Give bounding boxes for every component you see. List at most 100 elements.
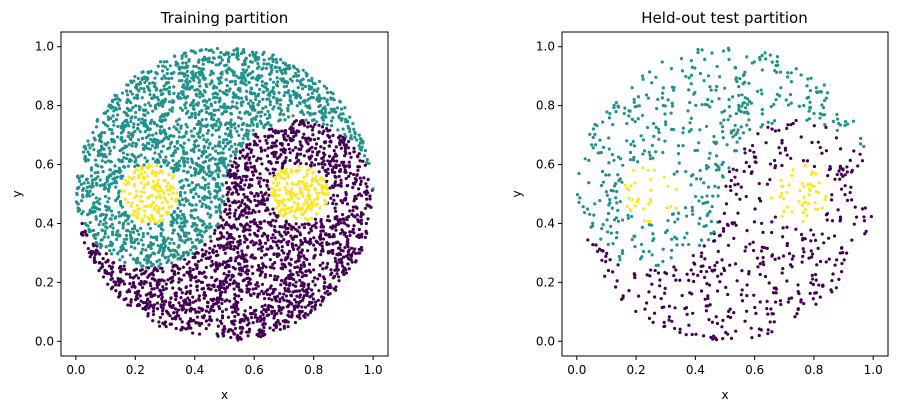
- scatter-point: [180, 291, 184, 295]
- scatter-point: [265, 183, 269, 187]
- scatter-point: [108, 243, 112, 247]
- scatter-point: [739, 125, 743, 129]
- scatter-point: [94, 177, 98, 181]
- scatter-point: [240, 330, 244, 334]
- scatter-point: [136, 241, 141, 245]
- scatter-point: [606, 268, 611, 273]
- scatter-point: [271, 239, 275, 243]
- scatter-point: [147, 217, 152, 221]
- scatter-point: [233, 79, 237, 83]
- scatter-point: [317, 104, 321, 109]
- scatter-point: [178, 267, 182, 271]
- scatter-point: [266, 304, 271, 309]
- scatter-point: [780, 141, 784, 145]
- scatter-point: [243, 70, 247, 75]
- scatter-point: [138, 294, 142, 298]
- scatter-point: [314, 157, 318, 162]
- scatter-point: [265, 179, 269, 183]
- scatter-point: [247, 185, 251, 189]
- scatter-point: [305, 72, 309, 76]
- scatter-point: [142, 190, 146, 194]
- scatter-point: [277, 309, 281, 313]
- scatter-point: [143, 130, 147, 134]
- scatter-point: [807, 193, 811, 197]
- scatter-point: [270, 63, 274, 68]
- scatter-point: [241, 174, 245, 178]
- scatter-point: [337, 258, 341, 262]
- scatter-point: [90, 178, 94, 182]
- scatter-point: [234, 105, 238, 109]
- scatter-point: [209, 239, 213, 243]
- scatter-point: [705, 194, 709, 198]
- scatter-point: [347, 214, 351, 219]
- scatter-point: [697, 141, 701, 145]
- scatter-point: [202, 145, 206, 150]
- scatter-point: [276, 203, 280, 207]
- scatter-point: [221, 156, 225, 160]
- scatter-point: [245, 68, 249, 72]
- scatter-point: [192, 188, 196, 192]
- scatter-point: [631, 139, 635, 144]
- scatter-point: [194, 280, 198, 284]
- scatter-point: [92, 260, 97, 264]
- scatter-point: [226, 315, 231, 319]
- scatter-point: [239, 223, 243, 227]
- scatter-point: [648, 153, 652, 157]
- scatter-point: [320, 183, 324, 188]
- scatter-point: [353, 135, 357, 139]
- scatter-point: [810, 255, 814, 259]
- scatter-point: [305, 293, 309, 297]
- scatter-point: [160, 278, 164, 282]
- scatter-point: [153, 252, 157, 256]
- scatter-point: [651, 156, 655, 160]
- scatter-point: [92, 147, 96, 152]
- scatter-point: [96, 250, 100, 254]
- scatter-point: [185, 69, 189, 73]
- scatter-point: [195, 288, 199, 292]
- scatter-point: [184, 106, 188, 110]
- scatter-point: [785, 126, 789, 131]
- scatter-point: [157, 320, 161, 324]
- scatter-point: [209, 200, 213, 204]
- scatter-point: [332, 149, 336, 153]
- scatter-point: [157, 140, 161, 144]
- scatter-point: [192, 216, 196, 220]
- scatter-point: [328, 128, 332, 132]
- scatter-point: [311, 279, 315, 283]
- scatter-point: [843, 123, 847, 128]
- scatter-point: [338, 99, 342, 103]
- scatter-point: [301, 136, 305, 140]
- scatter-point: [149, 241, 153, 245]
- scatter-point: [127, 131, 131, 135]
- scatter-point: [300, 281, 304, 285]
- scatter-point: [282, 263, 287, 267]
- scatter-point: [243, 183, 247, 187]
- scatter-point: [132, 176, 136, 180]
- scatter-point: [240, 198, 244, 203]
- scatter-point: [257, 180, 261, 184]
- scatter-point: [698, 128, 702, 132]
- scatter-point: [301, 298, 305, 302]
- scatter-point: [263, 332, 267, 337]
- scatter-point: [208, 206, 212, 211]
- scatter-point: [346, 224, 350, 228]
- scatter-point: [295, 270, 299, 275]
- scatter-point: [165, 67, 169, 71]
- scatter-point: [98, 178, 102, 182]
- scatter-point: [223, 144, 228, 148]
- scatter-point: [249, 200, 253, 204]
- scatter-point: [213, 189, 217, 193]
- scatter-point: [211, 71, 215, 75]
- scatter-point: [191, 295, 195, 299]
- scatter-point: [323, 114, 327, 118]
- scatter-point: [248, 220, 253, 224]
- scatter-point: [139, 251, 143, 256]
- scatter-point: [122, 123, 127, 128]
- scatter-point: [93, 171, 97, 175]
- scatter-point: [139, 153, 143, 157]
- scatter-point: [840, 261, 844, 266]
- scatter-point: [163, 255, 167, 259]
- scatter-point: [234, 281, 238, 285]
- scatter-point: [734, 329, 738, 333]
- scatter-point: [849, 185, 853, 189]
